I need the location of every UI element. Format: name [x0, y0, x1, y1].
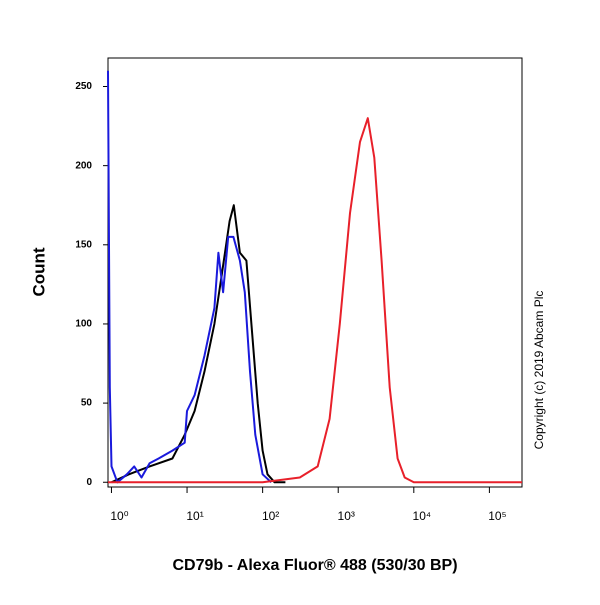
x-tick-label: 10⁰	[110, 509, 128, 523]
y-tick-label: 200	[75, 160, 92, 171]
y-tick-label: 250	[75, 81, 92, 92]
y-tick-label: 0	[86, 477, 92, 488]
x-tick-label: 10²	[262, 509, 279, 523]
y-tick-label: 50	[81, 398, 93, 409]
x-tick-label: 10⁴	[413, 509, 432, 523]
histogram-line	[108, 117, 522, 484]
y-axis-label: Count	[29, 247, 48, 296]
y-tick-label: 100	[75, 319, 92, 330]
histogram-line	[107, 70, 272, 484]
x-axis-label: CD79b - Alexa Fluor® 488 (530/30 BP)	[172, 557, 457, 574]
x-tick-label: 10¹	[186, 509, 203, 523]
x-tick-label: 10⁵	[488, 509, 506, 523]
copyright: Copyright (c) 2019 Abcam Plc	[532, 291, 546, 450]
plot-frame	[107, 57, 523, 488]
y-tick-label: 150	[75, 239, 92, 250]
x-tick-label: 10³	[338, 509, 355, 523]
histogram-line	[111, 204, 286, 484]
